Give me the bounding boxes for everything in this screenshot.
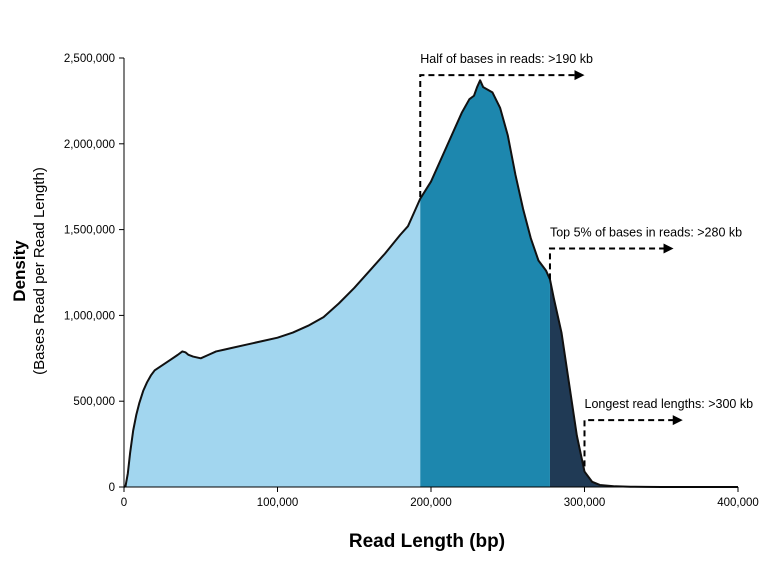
area-region-2 <box>420 80 550 487</box>
arrowhead-icon <box>574 70 585 81</box>
density-outline-layer <box>123 79 738 488</box>
x-tick-label: 300,000 <box>564 497 606 509</box>
annotation-leader <box>583 419 674 467</box>
arrowhead-icon <box>672 415 683 426</box>
annotation-label: Half of bases in reads: >190 kb <box>420 52 593 66</box>
annotation-leader <box>548 247 665 280</box>
x-tick-label: 200,000 <box>410 497 452 509</box>
annotation-label: Longest read lengths: >300 kb <box>585 397 754 411</box>
axes <box>119 57 739 492</box>
y-axis-title: Density (Bases Read per Read Length) <box>10 167 48 375</box>
annotation-1: Half of bases in reads: >190 kb <box>419 52 593 197</box>
annotation-label: Top 5% of bases in reads: >280 kb <box>550 225 742 239</box>
area-region-1 <box>124 198 421 487</box>
density-line <box>123 79 738 488</box>
y-tick-label: 0 <box>109 482 115 494</box>
x-tick-label: 400,000 <box>717 497 759 509</box>
area-fill-layer <box>124 80 738 487</box>
y-tick-label: 2,500,000 <box>64 53 115 65</box>
x-axis-title: Read Length (bp) <box>349 531 505 552</box>
annotation-2: Top 5% of bases in reads: >280 kb <box>548 225 742 280</box>
x-tick-label: 100,000 <box>257 497 299 509</box>
annotation-leader <box>419 74 576 197</box>
tick-labels: 0 500,000 1,000,000 1,500,000 2,000,000 2,500… <box>64 53 759 509</box>
y-tick-label: 1,500,000 <box>64 225 115 237</box>
y-tick-label: 500,000 <box>73 396 115 408</box>
area-region-3 <box>549 279 738 487</box>
y-axis-title-sub: (Bases Read per Read Length) <box>31 167 48 375</box>
x-tick-label: 0 <box>121 497 127 509</box>
y-tick-label: 2,000,000 <box>64 139 115 151</box>
annotations: Half of bases in reads: >190 kb Top 5% of… <box>419 52 754 467</box>
y-tick-label: 1,000,000 <box>64 310 115 322</box>
y-axis-title-main: Density <box>10 240 29 302</box>
arrowhead-icon <box>663 243 674 254</box>
annotation-3: Longest read lengths: >300 kb <box>583 397 754 467</box>
